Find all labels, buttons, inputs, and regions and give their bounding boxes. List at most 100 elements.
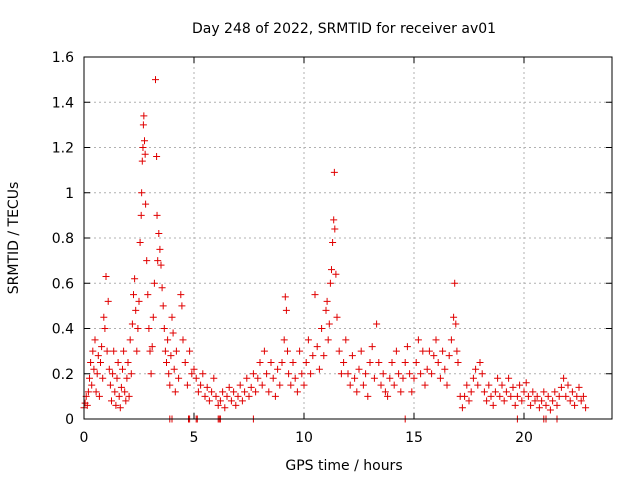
data-point <box>89 347 97 355</box>
data-point <box>531 397 539 405</box>
data-point <box>263 370 271 378</box>
data-point <box>436 374 444 382</box>
data-point <box>105 365 113 373</box>
data-point <box>357 347 365 355</box>
y-tick-label: 1.6 <box>52 50 74 66</box>
data-point <box>566 397 574 405</box>
data-point <box>386 374 394 382</box>
data-point <box>379 370 387 378</box>
data-point <box>432 336 440 344</box>
data-point <box>293 388 301 396</box>
data-point <box>219 388 227 396</box>
y-tick-label: 0.2 <box>52 367 74 383</box>
data-point <box>161 347 169 355</box>
data-point <box>311 291 319 299</box>
data-point <box>169 329 177 337</box>
data-point <box>92 388 100 396</box>
data-point <box>323 297 331 305</box>
data-point <box>241 388 249 396</box>
data-point <box>342 336 350 344</box>
data-point <box>181 358 189 366</box>
data-point <box>159 302 167 310</box>
data-point <box>243 374 251 382</box>
data-point <box>304 336 312 344</box>
data-point <box>494 374 502 382</box>
data-point <box>194 388 202 396</box>
data-point <box>557 383 565 391</box>
data-point <box>524 392 532 400</box>
data-point <box>527 401 535 409</box>
data-point <box>560 374 568 382</box>
data-point <box>134 325 142 332</box>
data-point <box>160 325 168 332</box>
data-point <box>502 388 510 396</box>
data-point <box>480 388 488 396</box>
data-point <box>549 397 557 405</box>
data-point <box>179 336 187 344</box>
data-point <box>417 370 425 378</box>
data-point <box>307 370 315 378</box>
data-point <box>331 225 339 233</box>
data-point <box>197 381 205 389</box>
data-point <box>245 392 253 400</box>
data-point <box>419 347 427 355</box>
data-point <box>146 347 154 355</box>
data-point <box>112 401 120 409</box>
data-point <box>155 229 163 237</box>
data-point <box>223 392 231 400</box>
data-point <box>522 379 530 387</box>
data-point <box>428 370 436 378</box>
data-point <box>124 358 132 366</box>
data-point <box>366 358 374 366</box>
data-point <box>421 381 429 389</box>
data-point <box>425 347 433 355</box>
data-point <box>205 397 213 405</box>
data-point <box>439 347 447 355</box>
data-point <box>125 392 133 400</box>
data-point <box>388 358 396 366</box>
data-point <box>453 347 461 355</box>
data-point <box>190 365 198 373</box>
data-point <box>276 381 284 389</box>
data-point <box>447 336 455 344</box>
data-point <box>487 392 495 400</box>
data-point <box>221 404 229 412</box>
data-point <box>227 397 235 405</box>
data-point <box>579 392 587 400</box>
data-point <box>368 343 376 351</box>
data-point <box>533 392 541 400</box>
data-point <box>575 383 583 391</box>
data-point <box>315 365 323 373</box>
data-point <box>210 374 218 382</box>
data-point <box>149 313 157 321</box>
data-point <box>348 352 356 360</box>
data-point <box>414 336 422 344</box>
data-point <box>236 381 244 389</box>
data-point <box>265 388 273 396</box>
data-point <box>150 279 158 287</box>
data-point <box>359 381 367 389</box>
data-point <box>353 388 361 396</box>
data-point <box>238 397 246 405</box>
data-point <box>164 336 172 344</box>
data-point <box>571 401 579 409</box>
data-point <box>461 392 469 400</box>
data-point <box>335 347 343 355</box>
data-point <box>485 381 493 389</box>
data-point <box>478 370 486 378</box>
data-point <box>291 374 299 382</box>
data-point <box>214 401 222 409</box>
data-point <box>108 397 115 405</box>
data-point <box>138 157 146 165</box>
data-point <box>397 388 405 396</box>
data-point <box>131 275 139 283</box>
data-point <box>254 374 262 382</box>
y-tick-label: 1.4 <box>52 95 74 111</box>
data-point <box>399 374 407 382</box>
data-point <box>122 397 130 405</box>
data-point <box>463 381 471 389</box>
data-point <box>260 347 268 355</box>
data-point <box>139 121 147 129</box>
data-point <box>142 200 150 208</box>
